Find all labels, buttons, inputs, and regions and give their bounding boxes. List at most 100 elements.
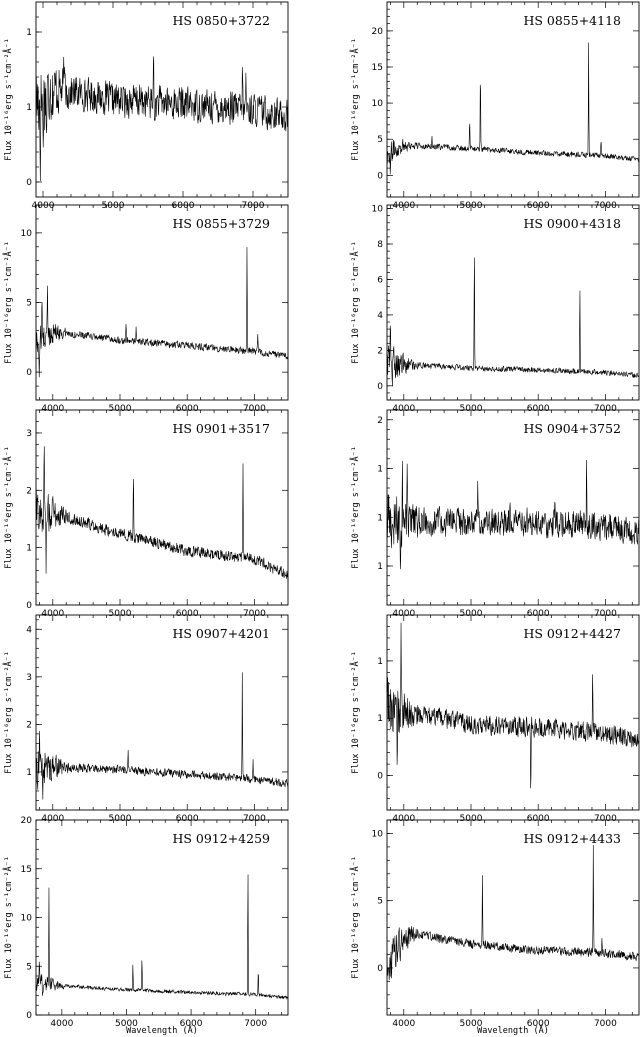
y-tick-label: 8	[377, 240, 383, 250]
y-tick-label: 1	[377, 513, 383, 523]
y-tick-label: 15	[21, 865, 32, 875]
object-title: HS 0855+4118	[523, 13, 621, 28]
plot-frame	[386, 409, 640, 606]
spectrum-line	[35, 672, 289, 800]
x-tick-label: 6000	[172, 201, 195, 211]
y-tick-label: 15	[372, 63, 383, 73]
x-tick-label: 7000	[242, 201, 265, 211]
x-tick-label: 5000	[109, 814, 132, 824]
y-axis-label: Flux 10⁻¹⁶erg s⁻¹cm⁻²Å⁻¹	[2, 38, 14, 161]
y-tick-label: 3	[26, 429, 32, 439]
x-axis-label: Wavelength (Å)	[126, 1024, 198, 1036]
spectrum-line	[35, 56, 289, 182]
y-tick-label: 10	[372, 99, 384, 109]
plot-frame	[35, 1, 289, 198]
y-axis-label: Flux 10⁻¹⁶erg s⁻¹cm⁻²Å⁻¹	[2, 651, 14, 774]
y-tick-label: 1	[26, 28, 32, 38]
y-tick-label: 0	[377, 772, 383, 782]
x-tick-label: 4000	[41, 404, 64, 414]
x-tick-label: 7000	[594, 1019, 617, 1029]
spectrum-panel: 4000 5000 6000 7000 1 1 1 2 HS 0904+3752 Flux 10⁻…	[349, 409, 640, 619]
object-title: HS 0912+4433	[523, 831, 621, 846]
plot-frame	[35, 409, 289, 606]
spectrum-panel: 4000 5000 6000 7000 0 5 10 HS 0912+4433 Flux 10⁻…	[349, 819, 640, 1036]
x-tick-label: 5000	[460, 404, 483, 414]
x-tick-label: 6000	[176, 814, 199, 824]
x-tick-label: 7000	[243, 404, 266, 414]
y-tick-label: 4	[377, 311, 383, 321]
spectrum-panel: 4000 5000 6000 7000 0 5 10 15 20 HS 0912+4259 Flux…	[2, 816, 289, 1036]
y-axis-label: Flux 10⁻¹⁶erg s⁻¹cm⁻²Å⁻¹	[2, 446, 14, 569]
plot-frame	[386, 204, 640, 401]
y-tick-label: 2	[377, 346, 383, 356]
spectrum-line	[35, 247, 289, 378]
y-axis-label: Flux 10⁻¹⁶erg s⁻¹cm⁻²Å⁻¹	[349, 856, 361, 979]
x-tick-label: 6000	[176, 404, 199, 414]
x-tick-label: 4000	[41, 609, 64, 619]
spectrum-panel: 4000 5000 6000 7000 0 5 10 HS 0855+3729 Flux 10⁻…	[2, 204, 289, 414]
x-tick-label: 4000	[50, 1019, 73, 1029]
y-tick-label: 2	[26, 720, 32, 730]
object-title: HS 0901+3517	[172, 421, 270, 436]
object-title: HS 0907+4201	[172, 626, 270, 641]
y-tick-label: 20	[372, 27, 384, 37]
spectrum-panel: 4000 5000 6000 7000 0 2 4 6 8 10 HS 0900+4318 Flux …	[349, 204, 640, 414]
x-tick-label: 5000	[109, 609, 132, 619]
x-tick-label: 4000	[392, 1019, 415, 1029]
y-tick-label: 6	[377, 275, 383, 285]
x-tick-label: 6000	[180, 1019, 203, 1029]
x-tick-label: 4000	[392, 814, 415, 824]
x-tick-label: 7000	[594, 609, 617, 619]
plot-frame	[35, 614, 289, 811]
y-tick-label: 0	[377, 964, 383, 974]
x-tick-label: 7000	[594, 814, 617, 824]
x-axis-label: Wavelength (Å)	[477, 1024, 549, 1036]
y-tick-label: 10	[21, 229, 33, 239]
y-axis-label: Flux 10⁻¹⁶erg s⁻¹cm⁻²Å⁻¹	[2, 856, 14, 979]
y-axis-label: Flux 10⁻¹⁶erg s⁻¹cm⁻²Å⁻¹	[349, 38, 361, 161]
y-tick-label: 1	[377, 714, 383, 724]
y-tick-label: 0	[377, 382, 383, 392]
y-axis-label: Flux 10⁻¹⁶erg s⁻¹cm⁻²Å⁻¹	[349, 651, 361, 774]
y-tick-label: 2	[377, 416, 383, 426]
object-title: HS 0855+3729	[172, 216, 270, 231]
y-tick-label: 5	[26, 299, 32, 309]
y-tick-label: 2	[26, 486, 32, 496]
y-tick-label: 0	[26, 178, 32, 188]
x-tick-label: 6000	[527, 404, 550, 414]
x-tick-label: 4000	[392, 609, 415, 619]
x-tick-label: 4000	[41, 814, 64, 824]
plot-frame	[35, 204, 289, 401]
spectrum-panel: 4000 5000 6000 7000 0 1 1 HS 0912+4427 Flux 10⁻¹…	[349, 614, 640, 824]
x-tick-label: 4000	[32, 201, 55, 211]
spectrum-panel: 4000 5000 6000 7000 1 2 3 4 HS 0907+4201 Flux 10⁻…	[2, 614, 289, 824]
spectrum-panel: 4000 5000 6000 7000 0 1 1 HS 0850+3722 Flux 10⁻¹…	[2, 1, 289, 211]
spectrum-panel: 4000 5000 6000 7000 0 1 2 3 HS 0901+3517 Flux 10⁻…	[2, 409, 289, 619]
y-tick-label: 0	[377, 171, 383, 181]
object-title: HS 0900+4318	[523, 216, 621, 231]
y-tick-label: 5	[377, 897, 383, 907]
y-tick-label: 4	[26, 625, 32, 635]
y-tick-label: 1	[377, 657, 383, 667]
x-tick-label: 7000	[243, 814, 266, 824]
x-tick-label: 5000	[460, 609, 483, 619]
plot-frame	[386, 1, 640, 198]
spectrum-line	[386, 844, 640, 981]
x-tick-label: 5000	[102, 201, 125, 211]
y-tick-label: 0	[26, 368, 32, 378]
object-title: HS 0912+4427	[523, 626, 621, 641]
x-tick-label: 6000	[527, 1019, 550, 1029]
x-tick-label: 5000	[109, 404, 132, 414]
x-tick-label: 4000	[392, 404, 415, 414]
y-tick-label: 3	[26, 673, 32, 683]
spectrum-line	[386, 622, 640, 789]
y-tick-label: 1	[377, 562, 383, 572]
y-tick-label: 20	[21, 816, 33, 826]
x-tick-label: 5000	[460, 1019, 483, 1029]
x-tick-label: 7000	[594, 404, 617, 414]
plot-frame	[386, 819, 640, 1016]
x-tick-label: 6000	[527, 814, 550, 824]
y-axis-label: Flux 10⁻¹⁶erg s⁻¹cm⁻²Å⁻¹	[2, 241, 14, 364]
